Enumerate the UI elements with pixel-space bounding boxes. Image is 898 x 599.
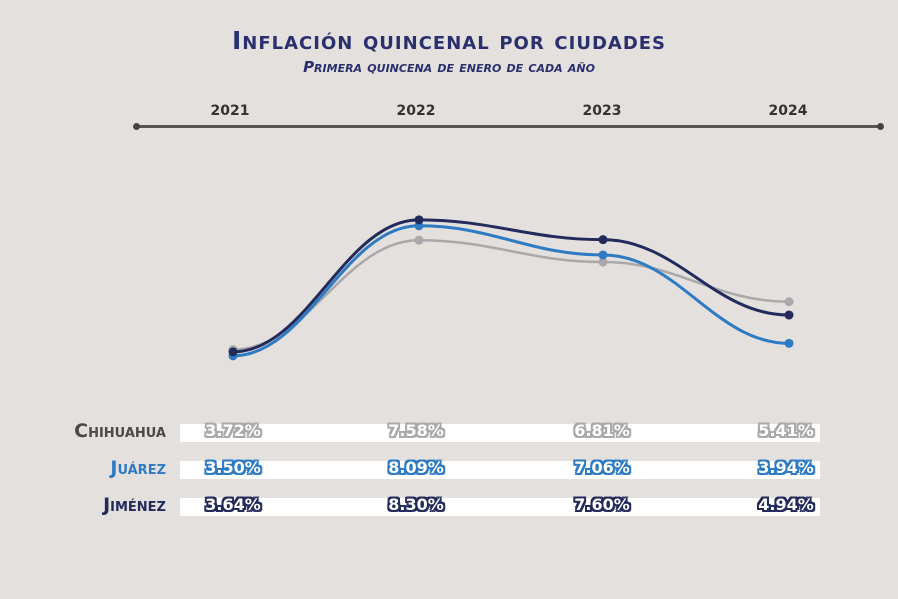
- axis-start-dot: [133, 123, 140, 130]
- data-label: 3.50%: [205, 458, 261, 477]
- year-label: 2024: [768, 103, 808, 119]
- data-point: [598, 257, 608, 267]
- data-point: [784, 297, 794, 307]
- data-label: 3.94%: [758, 458, 814, 477]
- series-line-jiménez: [232, 218, 790, 354]
- city-label-chihuahua: Chihuahua: [74, 420, 166, 442]
- row-bar-juarez: [180, 461, 820, 479]
- year-label: 2021: [210, 103, 250, 119]
- data-label: 8.30%: [388, 495, 444, 514]
- data-point: [228, 347, 238, 357]
- data-point: [414, 215, 424, 225]
- data-label: 3.72%: [205, 421, 261, 440]
- chart-title: Inflación quincenal por ciudades: [231, 26, 667, 55]
- data-point: [598, 235, 608, 245]
- data-label: 6.81%: [574, 421, 630, 440]
- data-label: 7.60%: [574, 495, 630, 514]
- data-label: 8.09%: [388, 458, 444, 477]
- row-bar-chihuahua: [180, 424, 820, 442]
- data-label: 4.94%: [758, 495, 814, 514]
- series-line-chihuahua: [232, 238, 790, 351]
- data-point: [784, 310, 794, 320]
- axis-end-dot: [877, 123, 884, 130]
- city-label-jimenez: Jiménez: [103, 494, 166, 516]
- data-label: 7.06%: [574, 458, 630, 477]
- year-label: 2023: [582, 103, 622, 119]
- data-label: 7.58%: [388, 421, 444, 440]
- data-label: 3.64%: [205, 495, 261, 514]
- data-label: 5.41%: [758, 421, 814, 440]
- data-point: [784, 338, 794, 348]
- data-point: [414, 235, 424, 245]
- time-axis-line: [136, 125, 881, 128]
- series-line-juárez: [232, 224, 790, 358]
- year-label: 2022: [396, 103, 436, 119]
- row-bar-jimenez: [180, 498, 820, 516]
- chart-subtitle: Primera quincena de enero de cada año: [303, 58, 595, 76]
- city-label-juarez: Juárez: [110, 457, 166, 479]
- data-point: [598, 250, 608, 260]
